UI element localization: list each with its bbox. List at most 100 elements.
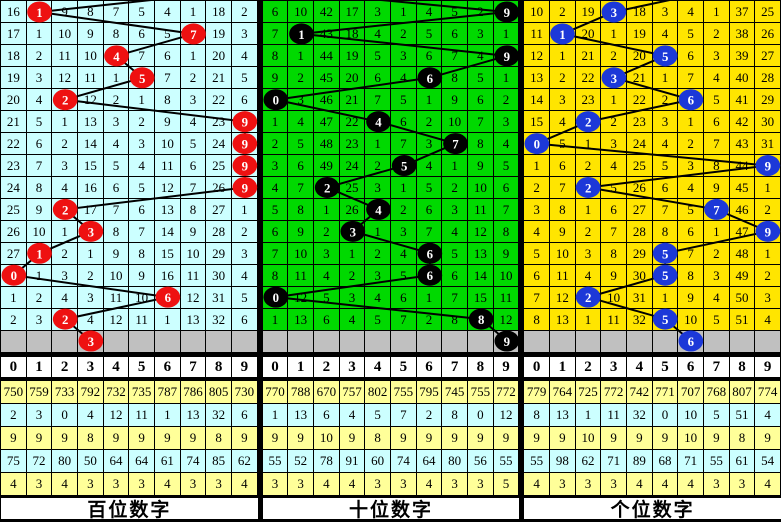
miss-cell: 5 <box>442 243 468 265</box>
stat-cell: 64 <box>416 450 443 473</box>
miss-cell: 1 <box>339 243 366 265</box>
miss-cell: 7 <box>180 177 207 199</box>
miss-cell: 22 <box>339 111 366 133</box>
stat-cell: 9 <box>704 427 730 450</box>
miss-cell <box>180 23 207 45</box>
miss-cell: 2 <box>314 221 340 243</box>
miss-cell: 1 <box>129 89 155 111</box>
empty-cell <box>288 331 314 352</box>
miss-cell: 31 <box>627 287 653 309</box>
digit-header-cell: 7 <box>181 357 207 377</box>
stat-cell: 89 <box>627 450 653 473</box>
stat-cell: 805 <box>206 381 232 404</box>
miss-cell: 7 <box>129 45 155 67</box>
miss-grid: 6 10 42 17 3 1 4 5 2 7 43 18 4 2 5 6 3 1 8 1 44 19 5 3 6 7 4 9 2 45 20… <box>262 1 520 352</box>
miss-cell: 10 <box>493 265 520 287</box>
miss-cell: 1 <box>601 89 627 111</box>
digit-header-cell: 7 <box>442 357 468 377</box>
digit-header-cell: 9 <box>232 357 258 377</box>
stat-cell: 4 <box>755 404 781 427</box>
miss-cell: 10 <box>78 45 104 67</box>
miss-cell: 6 <box>314 309 340 331</box>
miss-cell: 6 <box>155 45 181 67</box>
stat-cell: 9 <box>755 427 781 450</box>
miss-cell: 3 <box>704 265 730 287</box>
miss-cell: 7 <box>26 155 53 177</box>
stat-cell: 74 <box>180 450 207 473</box>
miss-cell: 6 <box>288 155 314 177</box>
stat-cell: 1 <box>262 404 289 427</box>
stat-cell: 9 <box>493 427 520 450</box>
digit-header-cell: 4 <box>104 357 130 377</box>
miss-cell: 3 <box>524 199 550 221</box>
stat-cell: 61 <box>729 450 756 473</box>
miss-cell: 1 <box>232 199 258 221</box>
draw-row: 5 1 3 24 4 2 7 43 31 <box>524 133 781 155</box>
stat-cell: 764 <box>550 381 576 404</box>
stat-cell: 1 <box>155 404 181 427</box>
miss-cell: 8 <box>129 243 155 265</box>
miss-cell: 15 <box>155 243 181 265</box>
miss-cell: 40 <box>729 67 756 89</box>
empty-cell <box>442 331 468 352</box>
miss-cell: 5 <box>550 133 576 155</box>
miss-cell: 9 <box>442 89 468 111</box>
stat-cell: 9 <box>52 427 78 450</box>
miss-cell: 24 <box>206 133 232 155</box>
draw-row: 5 8 1 26 2 6 3 11 7 <box>262 199 520 221</box>
miss-cell: 2 <box>416 111 443 133</box>
stats-table: 770 788 670 757 802 755 795 745 755 772 1 13 6 4 5 7 2 8 0… <box>261 381 520 496</box>
miss-cell: 8 <box>550 199 576 221</box>
stat-cell: 6 <box>314 404 340 427</box>
miss-cell: 4 <box>493 133 520 155</box>
empty-cell <box>52 331 78 352</box>
miss-cell: 7 <box>678 67 704 89</box>
miss-cell: 43 <box>729 133 756 155</box>
miss-cell <box>26 1 53 23</box>
miss-cell: 5 <box>524 243 550 265</box>
stat-cell: 85 <box>206 450 232 473</box>
miss-cell: 50 <box>729 287 756 309</box>
stat-cell: 4 <box>52 473 78 496</box>
miss-cell: 3 <box>232 23 258 45</box>
miss-cell: 20 <box>339 67 366 89</box>
miss-cell: 2 <box>365 243 391 265</box>
miss-cell: 2 <box>129 111 155 133</box>
miss-cell: 6 <box>262 221 289 243</box>
miss-cell: 1 <box>601 23 627 45</box>
stat-cell: 9 <box>468 427 494 450</box>
stat-cell: 770 <box>262 381 289 404</box>
stat-cell: 779 <box>524 381 550 404</box>
stat-cell: 75 <box>1 450 27 473</box>
stat-cell: 9 <box>1 427 27 450</box>
miss-cell: 17 <box>339 1 366 23</box>
miss-cell: 4 <box>601 155 627 177</box>
miss-cell <box>601 67 627 89</box>
miss-cell: 21 <box>1 111 27 133</box>
empty-cell <box>755 331 781 352</box>
miss-cell: 4 <box>704 67 730 89</box>
miss-cell: 1 <box>52 221 78 243</box>
miss-cell <box>78 221 104 243</box>
stat-cell: 795 <box>416 381 443 404</box>
miss-cell: 10 <box>678 309 704 331</box>
miss-cell: 21 <box>339 89 366 111</box>
stat-cell: 725 <box>575 381 602 404</box>
miss-cell: 9 <box>155 111 181 133</box>
stat-cell: 759 <box>26 381 53 404</box>
stat-cell: 757 <box>339 381 366 404</box>
miss-cell: 9 <box>601 265 627 287</box>
stat-cell: 74 <box>391 450 417 473</box>
miss-cell: 3 <box>314 243 340 265</box>
stat-cell: 3 <box>704 473 730 496</box>
miss-cell: 4 <box>468 45 494 67</box>
miss-cell: 4 <box>52 287 78 309</box>
draw-row: 7 10 3 1 2 4 5 13 9 <box>262 243 520 265</box>
miss-cell: 2 <box>575 221 602 243</box>
miss-cell: 41 <box>729 89 756 111</box>
thick-divider <box>261 377 520 381</box>
miss-cell: 6 <box>416 45 443 67</box>
miss-cell: 6 <box>391 287 417 309</box>
empty-cell <box>78 331 104 352</box>
stat-cell: 64 <box>103 450 130 473</box>
